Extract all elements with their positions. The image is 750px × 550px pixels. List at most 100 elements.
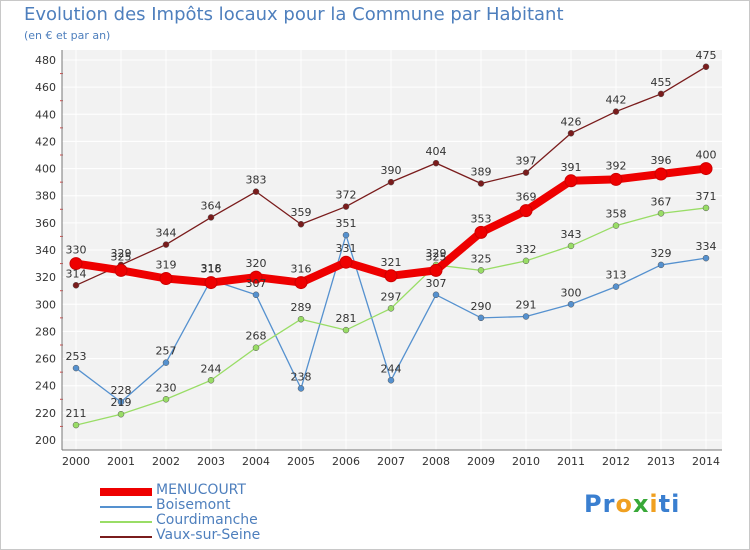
data-point-courdimanche [297, 315, 305, 323]
data-label-vaux-sur-seine: 475 [696, 49, 717, 62]
data-point-boisemont [477, 314, 485, 322]
data-label-vaux-sur-seine: 359 [291, 206, 312, 219]
data-label-menucourt: 316 [201, 263, 222, 276]
data-point-menucourt [294, 276, 308, 290]
data-label-vaux-sur-seine: 372 [336, 189, 357, 202]
data-point-vaux-sur-seine [387, 178, 395, 186]
y-tick-label: 300 [35, 298, 56, 311]
data-label-menucourt: 321 [381, 256, 402, 269]
logo-part: ti [658, 490, 681, 518]
data-point-courdimanche [702, 204, 710, 212]
data-point-courdimanche [657, 210, 665, 217]
data-point-boisemont [387, 377, 395, 384]
data-point-vaux-sur-seine [342, 203, 350, 210]
data-label-menucourt: 392 [606, 159, 627, 172]
data-point-boisemont [522, 313, 530, 320]
data-label-menucourt: 319 [156, 259, 177, 272]
data-point-courdimanche [477, 267, 485, 274]
x-tick-label: 2001 [107, 455, 135, 468]
data-point-vaux-sur-seine [477, 180, 485, 187]
proxiti-logo: Proxiti [584, 490, 680, 518]
data-label-boisemont: 307 [246, 277, 267, 290]
data-label-boisemont: 290 [471, 300, 492, 313]
y-tick-label: 400 [35, 163, 56, 176]
data-point-courdimanche [72, 421, 80, 429]
data-point-menucourt [384, 269, 398, 283]
data-point-vaux-sur-seine [657, 90, 665, 98]
data-label-vaux-sur-seine: 390 [381, 164, 402, 177]
data-point-menucourt [69, 257, 83, 271]
data-label-courdimanche: 244 [201, 362, 222, 375]
y-tick-label: 260 [35, 353, 56, 366]
x-tick-label: 2014 [692, 455, 720, 468]
data-label-boisemont: 291 [516, 299, 537, 312]
data-point-boisemont [162, 359, 170, 366]
x-tick-label: 2011 [557, 455, 585, 468]
data-label-vaux-sur-seine: 383 [246, 174, 267, 187]
logo-part: Pr [584, 490, 616, 518]
data-point-courdimanche [342, 326, 350, 334]
x-tick-label: 2007 [377, 455, 405, 468]
data-point-courdimanche [117, 410, 125, 418]
data-label-vaux-sur-seine: 397 [516, 155, 537, 168]
data-label-boisemont: 307 [426, 277, 447, 290]
data-label-vaux-sur-seine: 329 [111, 247, 132, 260]
legend-swatch [100, 521, 152, 523]
data-label-menucourt: 400 [696, 149, 717, 162]
data-label-boisemont: 334 [696, 240, 717, 253]
x-tick-label: 2010 [512, 455, 540, 468]
logo-part: i [649, 490, 659, 518]
data-label-vaux-sur-seine: 364 [201, 199, 222, 212]
data-point-courdimanche [162, 396, 170, 403]
chart-subtitle: (en € et par an) [24, 29, 111, 42]
y-tick-label: 340 [35, 244, 56, 257]
data-label-courdimanche: 329 [426, 247, 447, 260]
y-tick-label: 360 [35, 217, 56, 230]
data-label-boisemont: 329 [651, 247, 672, 260]
data-label-courdimanche: 289 [291, 301, 312, 314]
data-label-boisemont: 244 [381, 362, 402, 375]
data-label-courdimanche: 268 [246, 330, 267, 343]
data-point-courdimanche [522, 257, 530, 265]
legend-label: MENUCOURT [156, 482, 246, 498]
x-tick-label: 2008 [422, 455, 450, 468]
data-point-vaux-sur-seine [162, 241, 170, 248]
logo-part: o [615, 490, 633, 518]
data-point-boisemont [117, 398, 125, 406]
data-label-menucourt: 320 [246, 257, 267, 270]
data-label-boisemont: 313 [606, 269, 627, 282]
data-point-menucourt [114, 263, 128, 277]
data-point-vaux-sur-seine [702, 63, 710, 71]
data-label-courdimanche: 230 [156, 381, 177, 394]
data-point-boisemont [252, 291, 260, 299]
data-point-vaux-sur-seine [297, 220, 305, 228]
x-tick-label: 2013 [647, 455, 675, 468]
x-tick-label: 2004 [242, 455, 270, 468]
legend-swatch [100, 488, 152, 496]
data-point-boisemont [702, 254, 710, 262]
data-point-boisemont [342, 231, 350, 239]
y-tick-label: 240 [35, 380, 56, 393]
data-label-menucourt: 396 [651, 154, 672, 167]
y-tick-label: 280 [35, 325, 56, 338]
data-point-boisemont [297, 385, 305, 392]
data-point-courdimanche [387, 305, 395, 312]
data-label-vaux-sur-seine: 389 [471, 166, 492, 179]
data-label-courdimanche: 325 [471, 252, 492, 265]
data-point-boisemont [612, 283, 620, 290]
data-point-menucourt [654, 167, 668, 181]
x-tick-label: 2006 [332, 455, 360, 468]
data-label-vaux-sur-seine: 344 [156, 227, 177, 240]
data-point-menucourt [519, 204, 533, 218]
data-label-boisemont: 318 [201, 262, 222, 275]
data-point-menucourt [249, 270, 263, 284]
data-label-vaux-sur-seine: 404 [426, 145, 447, 158]
data-point-menucourt [474, 225, 488, 239]
data-label-menucourt: 330 [66, 244, 87, 257]
data-label-courdimanche: 281 [336, 312, 357, 325]
y-tick-label: 380 [35, 190, 56, 203]
y-tick-label: 480 [35, 54, 56, 67]
x-tick-label: 2003 [197, 455, 225, 468]
data-point-boisemont [72, 364, 80, 372]
data-point-courdimanche [567, 242, 575, 250]
